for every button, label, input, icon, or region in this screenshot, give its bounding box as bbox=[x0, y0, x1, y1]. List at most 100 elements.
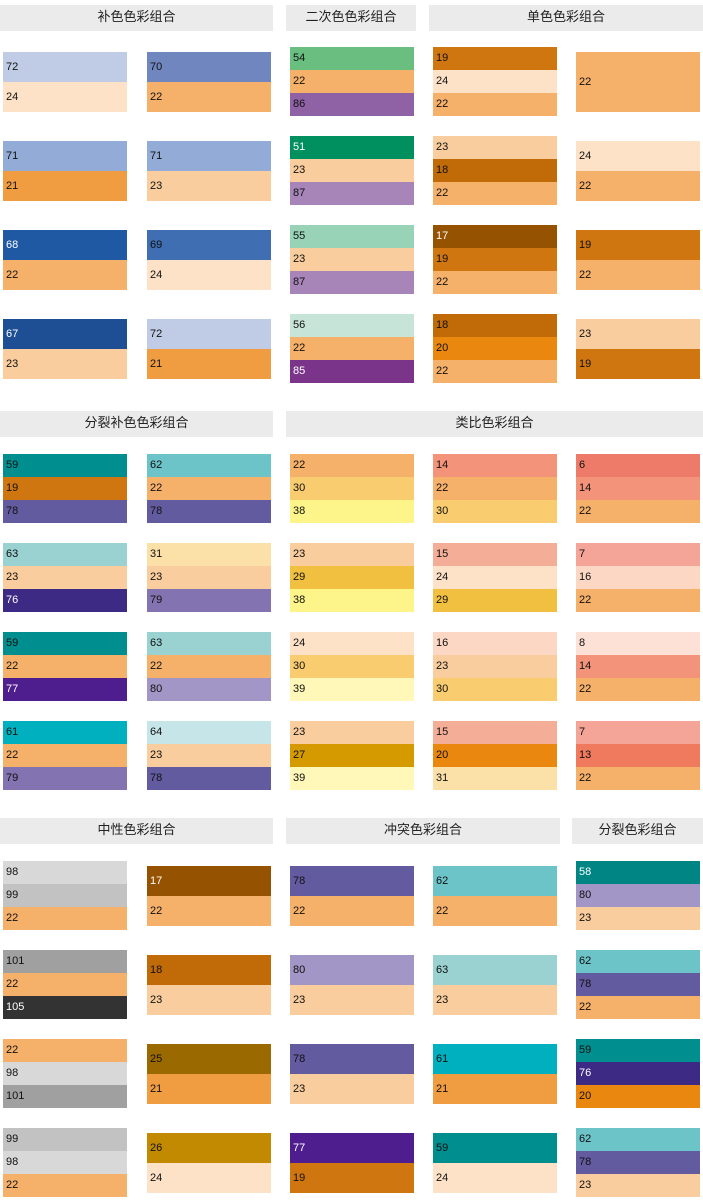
color-combination-swatch: 59 24 bbox=[433, 1132, 557, 1193]
color-combination-swatch: 62 78 22 bbox=[576, 950, 700, 1019]
color-band: 23 bbox=[433, 984, 557, 1015]
color-band: 39 bbox=[290, 678, 414, 701]
color-band: 22 bbox=[433, 271, 557, 294]
color-band: 22 bbox=[576, 51, 700, 112]
color-band: 23 bbox=[290, 1073, 414, 1104]
color-band: 20 bbox=[433, 337, 557, 360]
color-band: 19 bbox=[290, 1162, 414, 1193]
color-band: 24 bbox=[147, 259, 271, 290]
color-combination-swatch: 71 21 bbox=[3, 140, 127, 201]
color-band: 17 bbox=[147, 865, 271, 896]
color-combination-swatch: 99 98 22 bbox=[3, 1128, 127, 1197]
color-band: 72 bbox=[3, 51, 127, 82]
color-band: 54 bbox=[290, 47, 414, 70]
color-combination-swatch: 80 23 bbox=[290, 954, 414, 1015]
color-combination-swatch: 16 23 30 bbox=[433, 632, 557, 701]
color-band: 38 bbox=[290, 589, 414, 612]
color-band: 76 bbox=[3, 589, 127, 612]
color-band: 38 bbox=[290, 500, 414, 523]
color-combination-swatch: 7 16 22 bbox=[576, 543, 700, 612]
color-band: 101 bbox=[3, 950, 127, 973]
color-band: 22 bbox=[576, 170, 700, 201]
color-combination-swatch: 71 23 bbox=[147, 140, 271, 201]
color-band: 58 bbox=[576, 861, 700, 884]
color-band: 25 bbox=[147, 1043, 271, 1074]
color-combination-swatch: 63 23 bbox=[433, 954, 557, 1015]
color-band: 22 bbox=[147, 81, 271, 112]
color-combination-swatch: 31 23 79 bbox=[147, 543, 271, 612]
color-band: 22 bbox=[290, 337, 414, 360]
color-band: 19 bbox=[576, 348, 700, 379]
color-band: 29 bbox=[433, 589, 557, 612]
color-band: 23 bbox=[433, 136, 557, 159]
color-band: 22 bbox=[433, 182, 557, 205]
color-combination-swatch: 51 23 87 bbox=[290, 136, 414, 205]
color-band: 18 bbox=[433, 314, 557, 337]
color-band: 22 bbox=[576, 996, 700, 1019]
color-band: 63 bbox=[433, 954, 557, 985]
color-band: 22 bbox=[290, 895, 414, 926]
color-combination-swatch: 6 14 22 bbox=[576, 454, 700, 523]
color-band: 59 bbox=[3, 632, 127, 655]
color-band: 13 bbox=[576, 744, 700, 767]
section-header-neutral: 中性色彩组合 bbox=[0, 818, 273, 844]
color-band: 101 bbox=[3, 1085, 127, 1108]
color-band: 19 bbox=[3, 477, 127, 500]
color-combination-swatch: 77 19 bbox=[290, 1132, 414, 1193]
color-combination-swatch: 54 22 86 bbox=[290, 47, 414, 116]
section-header-clash: 冲突色彩组合 bbox=[286, 818, 560, 844]
color-combination-swatch: 59 76 20 bbox=[576, 1039, 700, 1108]
color-band: 19 bbox=[433, 47, 557, 70]
color-band: 98 bbox=[3, 1062, 127, 1085]
color-band: 70 bbox=[147, 51, 271, 82]
color-band: 59 bbox=[3, 454, 127, 477]
color-band: 23 bbox=[576, 318, 700, 349]
color-band: 79 bbox=[3, 767, 127, 790]
color-band: 23 bbox=[576, 907, 700, 930]
color-band: 23 bbox=[290, 248, 414, 271]
color-combination-swatch: 67 23 bbox=[3, 318, 127, 379]
color-band: 23 bbox=[147, 170, 271, 201]
color-band: 30 bbox=[290, 655, 414, 678]
color-band: 59 bbox=[433, 1132, 557, 1163]
color-band: 14 bbox=[433, 454, 557, 477]
color-band: 77 bbox=[290, 1132, 414, 1163]
color-band: 55 bbox=[290, 225, 414, 248]
color-band: 87 bbox=[290, 271, 414, 294]
color-band: 22 bbox=[290, 70, 414, 93]
color-band: 78 bbox=[576, 1151, 700, 1174]
color-band: 98 bbox=[3, 1151, 127, 1174]
color-combination-swatch: 59 22 77 bbox=[3, 632, 127, 701]
color-band: 24 bbox=[290, 632, 414, 655]
color-combination-swatch: 24 30 39 bbox=[290, 632, 414, 701]
color-band: 22 bbox=[290, 454, 414, 477]
color-band: 8 bbox=[576, 632, 700, 655]
color-band: 23 bbox=[290, 159, 414, 182]
color-combination-swatch: 68 22 bbox=[3, 229, 127, 290]
color-band: 23 bbox=[147, 566, 271, 589]
color-band: 56 bbox=[290, 314, 414, 337]
color-band: 80 bbox=[290, 954, 414, 985]
color-band: 7 bbox=[576, 543, 700, 566]
color-band: 26 bbox=[147, 1132, 271, 1163]
color-band: 16 bbox=[576, 566, 700, 589]
color-combination-swatch: 61 21 bbox=[433, 1043, 557, 1104]
color-band: 23 bbox=[3, 348, 127, 379]
color-band: 63 bbox=[147, 632, 271, 655]
color-combination-swatch: 25 21 bbox=[147, 1043, 271, 1104]
color-combination-swatch: 63 22 80 bbox=[147, 632, 271, 701]
color-combination-swatch: 62 22 78 bbox=[147, 454, 271, 523]
color-band: 23 bbox=[576, 1174, 700, 1197]
color-band: 99 bbox=[3, 884, 127, 907]
color-band: 18 bbox=[147, 954, 271, 985]
color-combination-swatch: 18 23 bbox=[147, 954, 271, 1015]
color-band: 80 bbox=[147, 678, 271, 701]
color-band: 21 bbox=[147, 1073, 271, 1104]
color-band: 22 bbox=[433, 895, 557, 926]
color-band: 24 bbox=[147, 1162, 271, 1193]
color-combination-swatch: 17 22 bbox=[147, 865, 271, 926]
color-combination-swatch: 55 23 87 bbox=[290, 225, 414, 294]
color-band: 67 bbox=[3, 318, 127, 349]
color-combination-swatch: 72 24 bbox=[3, 51, 127, 112]
color-band: 21 bbox=[433, 1073, 557, 1104]
